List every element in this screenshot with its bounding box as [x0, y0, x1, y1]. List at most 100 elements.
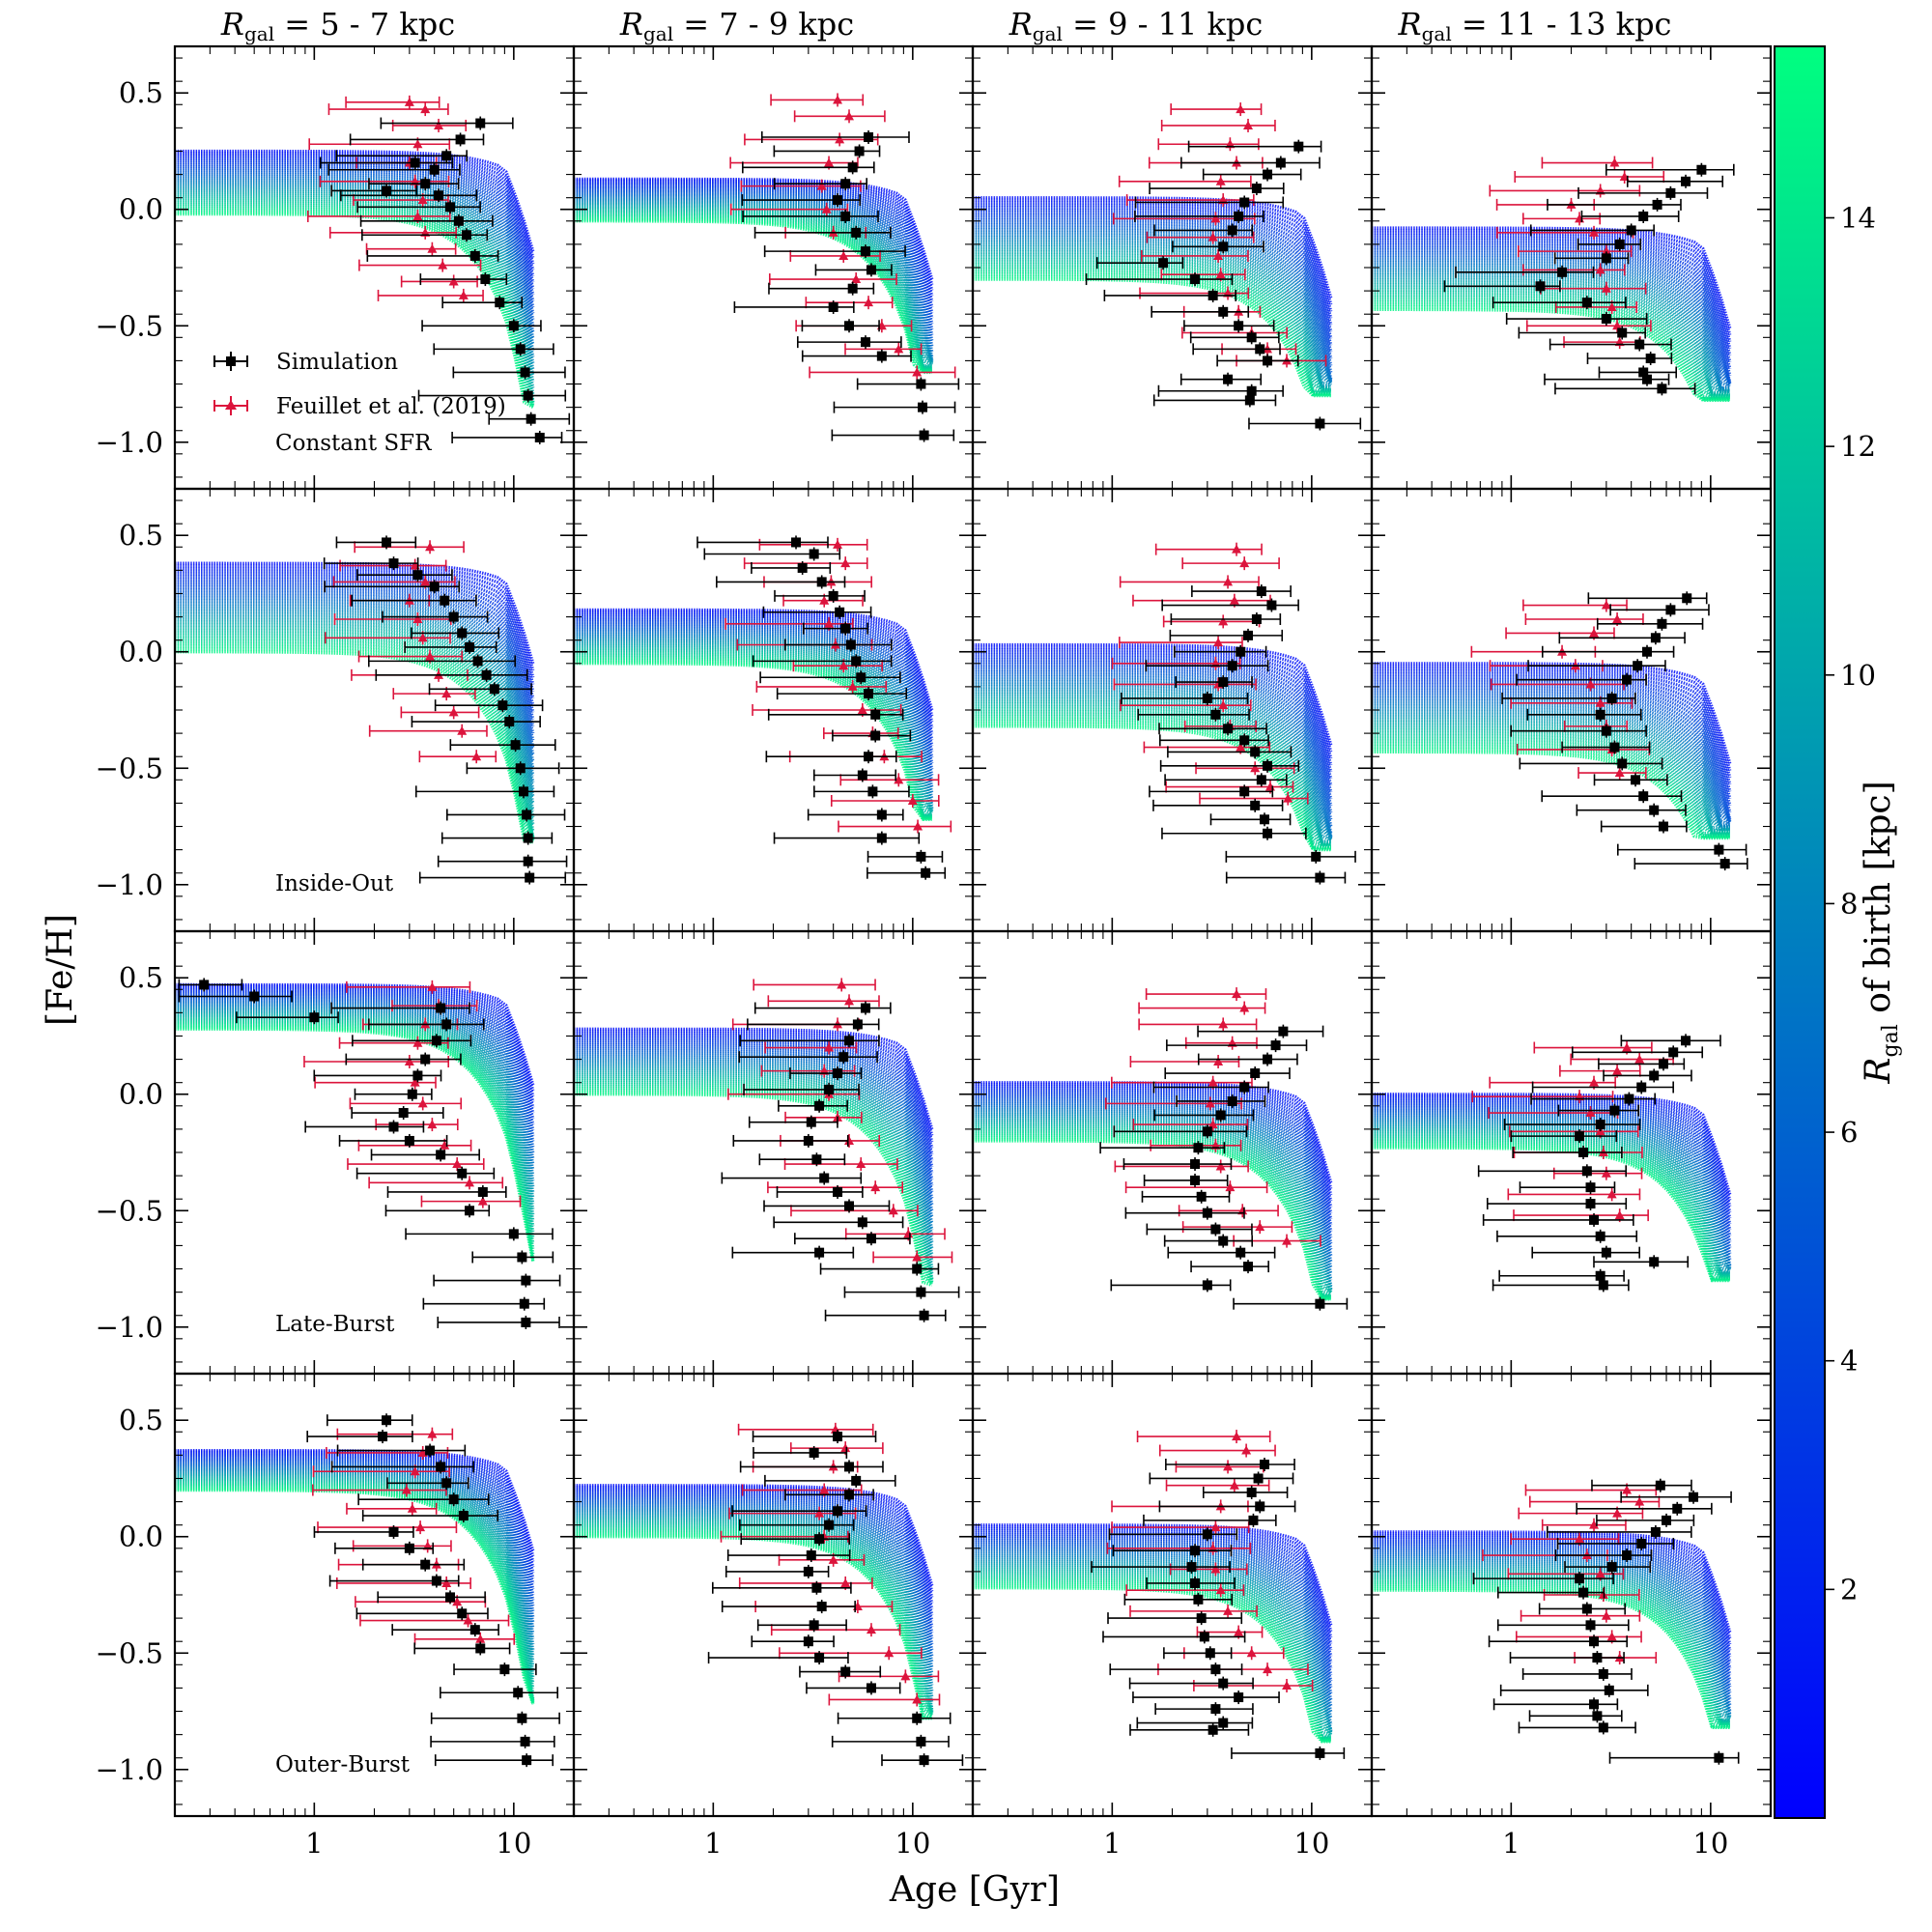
simulation-track	[973, 715, 1331, 849]
simulation-track	[574, 1084, 934, 1284]
simulation-point	[784, 1488, 874, 1502]
feuillet-point	[377, 288, 484, 302]
feuillet-point	[1157, 137, 1260, 152]
simulation-marker	[916, 379, 926, 389]
feuillet-marker	[814, 1508, 825, 1518]
panel-ticks	[574, 489, 973, 931]
simulation-point	[1477, 1164, 1628, 1179]
simulation-point	[1509, 1651, 1625, 1665]
simulation-scatter	[574, 1027, 934, 1287]
simulation-track	[973, 252, 1331, 390]
simulation-point	[738, 1050, 878, 1065]
simulation-point	[752, 654, 893, 668]
simulation-track	[1372, 724, 1730, 833]
simulation-point	[1153, 1108, 1255, 1122]
simulation-track	[973, 642, 1333, 746]
simulation-point	[867, 866, 947, 880]
simulation-point	[354, 1087, 433, 1101]
simulation-point	[451, 430, 563, 444]
simulation-marker	[1601, 725, 1611, 736]
simulation-marker	[806, 1550, 816, 1561]
simulation-point	[1577, 185, 1709, 200]
panel-content	[1372, 1478, 1740, 1765]
simulation-track	[574, 1497, 934, 1639]
feuillet-marker	[440, 1140, 450, 1150]
feuillet-point	[782, 593, 864, 608]
y-tick-label: −1.0	[96, 426, 163, 459]
simulation-track	[973, 699, 1331, 844]
simulation-track	[1372, 266, 1730, 390]
simulation-point	[1503, 1118, 1641, 1132]
feuillet-marker	[1589, 1520, 1600, 1529]
simulation-track	[1372, 1574, 1730, 1724]
panel-r3-c3	[971, 929, 1374, 1376]
simulation-marker	[469, 250, 480, 261]
simulation-track	[1372, 1562, 1732, 1719]
feuillet-point	[365, 242, 457, 256]
simulation-track	[175, 1006, 535, 1181]
feuillet-marker	[856, 1159, 867, 1169]
simulation-point	[1499, 1683, 1649, 1697]
simulation-track	[574, 1076, 934, 1280]
simulation-track	[973, 258, 1331, 392]
simulation-track	[574, 1059, 934, 1231]
simulation-point	[434, 698, 544, 713]
simulation-point	[1492, 296, 1627, 310]
simulation-track	[1372, 307, 1730, 402]
feuillet-point	[1136, 1430, 1271, 1444]
feuillet-marker	[1606, 301, 1617, 311]
panel-content	[574, 1422, 964, 1768]
simulation-point	[386, 1476, 469, 1491]
simulation-track	[574, 647, 933, 814]
feuillet-marker	[475, 1634, 486, 1643]
simulation-point	[739, 1460, 884, 1474]
simulation-marker	[404, 1543, 414, 1553]
simulation-marker	[1186, 1562, 1197, 1573]
feuillet-series	[1471, 1040, 1674, 1223]
simulation-point	[1587, 591, 1708, 606]
simulation-marker	[860, 246, 870, 257]
x-tick-label: 1	[704, 1827, 722, 1860]
simulation-point	[1510, 1129, 1618, 1144]
simulation-point	[433, 342, 554, 356]
panel-ticks	[1372, 46, 1771, 489]
simulation-point	[1170, 611, 1282, 626]
feuillet-marker	[835, 134, 845, 144]
panel-ticks	[175, 46, 574, 489]
simulation-marker	[457, 1168, 468, 1179]
simulation-marker	[388, 558, 399, 569]
panel-content	[175, 535, 568, 885]
simulation-track	[973, 247, 1331, 389]
simulation-marker	[1672, 1503, 1683, 1514]
simulation-point	[1634, 857, 1748, 871]
simulation-track	[1372, 750, 1730, 840]
simulation-track	[574, 1086, 934, 1284]
simulation-track	[973, 220, 1333, 366]
simulation-track	[175, 634, 535, 839]
simulation-track	[1372, 270, 1730, 391]
simulation-track	[1372, 1120, 1732, 1270]
simulation-marker	[441, 1019, 452, 1030]
simulation-track	[973, 238, 1333, 385]
simulation-track	[1372, 1543, 1732, 1675]
simulation-marker	[436, 1462, 446, 1472]
feuillet-point	[1132, 1118, 1249, 1132]
simulation-marker	[1278, 1026, 1289, 1037]
simulation-marker	[481, 669, 492, 680]
feuillet-marker	[870, 1182, 881, 1192]
simulation-point	[758, 1152, 846, 1167]
panel-ticks	[574, 46, 973, 489]
feuillet-marker	[1225, 1182, 1236, 1192]
simulation-track	[175, 1457, 535, 1590]
feuillet-marker	[457, 725, 468, 735]
feuillet-point	[758, 537, 868, 552]
feuillet-marker	[477, 1196, 488, 1206]
feuillet-point	[324, 631, 451, 645]
simulation-point	[1152, 798, 1284, 812]
simulation-track	[1372, 686, 1732, 822]
simulation-track	[973, 1093, 1333, 1226]
feuillet-point	[1178, 1204, 1279, 1218]
simulation-marker	[1626, 225, 1636, 236]
simulation-track	[1372, 253, 1732, 385]
feuillet-marker	[819, 595, 830, 605]
